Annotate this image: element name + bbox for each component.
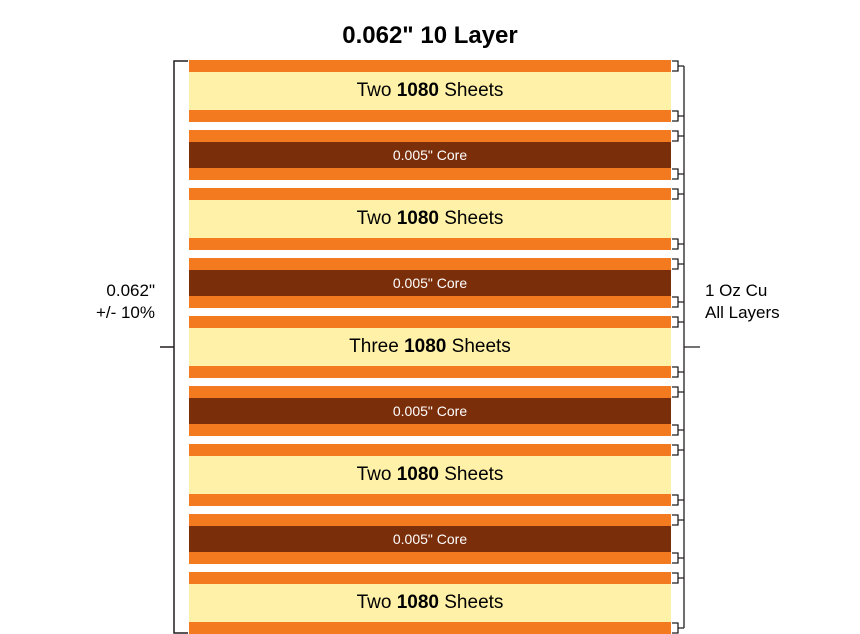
copper-layer: [189, 238, 671, 250]
prepreg-prefix: Two: [357, 208, 397, 230]
left-dimension-bracket: [160, 60, 188, 634]
copper-layer: [189, 168, 671, 180]
core-layer: 0.005" Core: [189, 270, 671, 296]
layer-gap: [189, 308, 671, 316]
copper-layer: [189, 296, 671, 308]
right-copper-weight: 1 Oz Cu: [705, 281, 767, 300]
diagram-title: 0.062" 10 Layer: [0, 22, 860, 50]
prepreg-prefix: Two: [357, 80, 397, 102]
right-copper-brackets: [672, 60, 700, 634]
layer-gap: [189, 436, 671, 444]
prepreg-layer: Two 1080 Sheets: [189, 200, 671, 238]
left-dimension-label: 0.062" +/- 10%: [60, 280, 155, 324]
prepreg-suffix: Sheets: [439, 80, 503, 102]
copper-layer: [189, 110, 671, 122]
layer-gap: [189, 180, 671, 188]
copper-layer: [189, 514, 671, 526]
left-dim-value: 0.062": [106, 281, 155, 300]
prepreg-prefix: Two: [357, 464, 397, 486]
layer-gap: [189, 378, 671, 386]
core-layer: 0.005" Core: [189, 398, 671, 424]
prepreg-prefix: Three: [349, 336, 404, 358]
copper-layer: [189, 424, 671, 436]
copper-layer: [189, 366, 671, 378]
prepreg-sheet-type: 1080: [397, 208, 439, 230]
copper-layer: [189, 258, 671, 270]
layer-stackup: Two 1080 Sheets 0.005" Core Two 1080 Sheet…: [189, 60, 671, 634]
copper-layer: [189, 622, 671, 634]
copper-layer: [189, 60, 671, 72]
prepreg-suffix: Sheets: [439, 208, 503, 230]
prepreg-prefix: Two: [357, 592, 397, 614]
core-layer: 0.005" Core: [189, 142, 671, 168]
layer-gap: [189, 564, 671, 572]
core-layer: 0.005" Core: [189, 526, 671, 552]
copper-layer: [189, 386, 671, 398]
copper-layer: [189, 188, 671, 200]
prepreg-layer: Two 1080 Sheets: [189, 584, 671, 622]
right-copper-scope: All Layers: [705, 303, 780, 322]
prepreg-suffix: Sheets: [439, 464, 503, 486]
prepreg-sheet-type: 1080: [397, 592, 439, 614]
copper-layer: [189, 444, 671, 456]
copper-layer: [189, 316, 671, 328]
copper-layer: [189, 130, 671, 142]
prepreg-sheet-type: 1080: [397, 80, 439, 102]
left-dim-tolerance: +/- 10%: [96, 303, 155, 322]
prepreg-layer: Two 1080 Sheets: [189, 456, 671, 494]
prepreg-suffix: Sheets: [446, 336, 510, 358]
copper-layer: [189, 494, 671, 506]
layer-gap: [189, 506, 671, 514]
layer-gap: [189, 250, 671, 258]
prepreg-sheet-type: 1080: [397, 464, 439, 486]
copper-layer: [189, 552, 671, 564]
prepreg-sheet-type: 1080: [404, 336, 446, 358]
right-copper-label: 1 Oz Cu All Layers: [705, 280, 800, 324]
prepreg-suffix: Sheets: [439, 592, 503, 614]
layer-gap: [189, 122, 671, 130]
prepreg-layer: Three 1080 Sheets: [189, 328, 671, 366]
copper-layer: [189, 572, 671, 584]
prepreg-layer: Two 1080 Sheets: [189, 72, 671, 110]
